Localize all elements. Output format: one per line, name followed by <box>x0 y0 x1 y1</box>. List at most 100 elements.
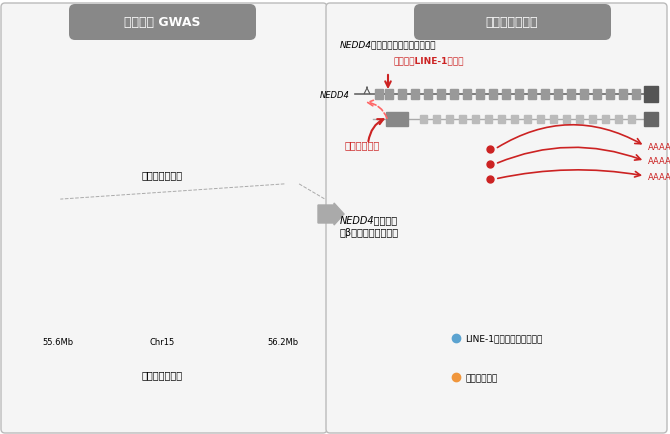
Point <box>300 315 311 322</box>
Point <box>315 312 326 319</box>
Point <box>257 180 268 187</box>
Point <box>191 217 202 224</box>
Point <box>243 312 254 319</box>
Point <box>308 178 318 185</box>
Point <box>87 309 98 316</box>
Point <box>311 315 322 322</box>
Point <box>247 313 257 320</box>
Point <box>239 176 250 183</box>
Point <box>98 178 109 185</box>
Point <box>148 231 159 238</box>
Text: 転移因子多型: 転移因子多型 <box>89 207 124 217</box>
Point <box>61 313 72 320</box>
Point <box>74 314 84 321</box>
Point <box>183 180 194 187</box>
Point <box>122 309 133 316</box>
Point <box>160 316 171 322</box>
Point <box>293 180 304 187</box>
Point <box>287 308 298 315</box>
Point <box>140 224 151 230</box>
Point <box>292 174 303 181</box>
Point <box>259 180 270 187</box>
Point <box>153 211 164 218</box>
Point <box>221 178 232 185</box>
Point <box>183 315 194 322</box>
Point <box>172 180 183 187</box>
Point <box>259 179 270 186</box>
Point <box>96 312 107 319</box>
Point <box>208 181 218 187</box>
Point <box>198 311 209 318</box>
Point <box>125 315 136 322</box>
Point <box>270 313 281 320</box>
Point <box>105 166 115 173</box>
Point <box>121 316 132 322</box>
Point <box>96 314 107 321</box>
Point <box>129 315 139 322</box>
Point <box>125 227 136 233</box>
Text: NEDD4の発現量: NEDD4の発現量 <box>340 214 398 224</box>
Point <box>80 181 90 188</box>
Point <box>360 376 371 383</box>
Point <box>141 180 152 187</box>
Point <box>102 315 113 322</box>
Point <box>141 223 152 230</box>
Point <box>111 181 122 187</box>
Point <box>190 178 201 185</box>
Point <box>296 310 307 317</box>
Point <box>153 180 163 187</box>
Point <box>74 310 84 317</box>
Point <box>162 313 173 320</box>
Point <box>101 180 112 187</box>
Point <box>313 180 324 187</box>
Point <box>125 176 135 183</box>
Text: Chr15: Chr15 <box>149 338 175 347</box>
Point <box>107 174 117 181</box>
Point <box>199 177 210 184</box>
Point <box>227 180 238 187</box>
Point <box>147 180 158 187</box>
Point <box>175 220 186 227</box>
Point <box>145 180 155 187</box>
Point <box>115 314 125 321</box>
Point <box>145 222 156 229</box>
Point <box>168 314 179 321</box>
Point <box>295 181 306 188</box>
Point <box>291 311 302 318</box>
Point <box>200 180 211 187</box>
Point <box>170 208 180 215</box>
Point <box>151 180 161 187</box>
Text: AAAA: AAAA <box>648 157 670 166</box>
Point <box>267 315 277 322</box>
Point <box>60 178 70 184</box>
Point <box>309 180 320 187</box>
Point <box>69 145 80 152</box>
Point <box>180 312 191 319</box>
Bar <box>485 116 492 124</box>
Point <box>130 180 141 187</box>
Point <box>110 179 121 186</box>
Point <box>220 178 231 185</box>
Point <box>265 312 275 319</box>
Point <box>235 305 246 312</box>
Point <box>73 181 84 187</box>
Point <box>132 315 143 322</box>
Point <box>206 181 216 188</box>
Point <box>111 180 121 187</box>
Point <box>175 219 186 226</box>
Point <box>157 180 168 187</box>
Point <box>109 162 119 169</box>
Point <box>238 168 249 175</box>
Point <box>218 177 228 184</box>
Point <box>117 179 127 186</box>
Point <box>281 178 291 185</box>
Point <box>187 312 198 319</box>
Point <box>56 181 67 187</box>
Point <box>92 181 103 187</box>
Point <box>143 143 154 150</box>
Point <box>313 314 324 321</box>
Point <box>209 303 220 310</box>
Bar <box>576 116 583 124</box>
Point <box>104 312 115 319</box>
Point <box>77 313 88 320</box>
